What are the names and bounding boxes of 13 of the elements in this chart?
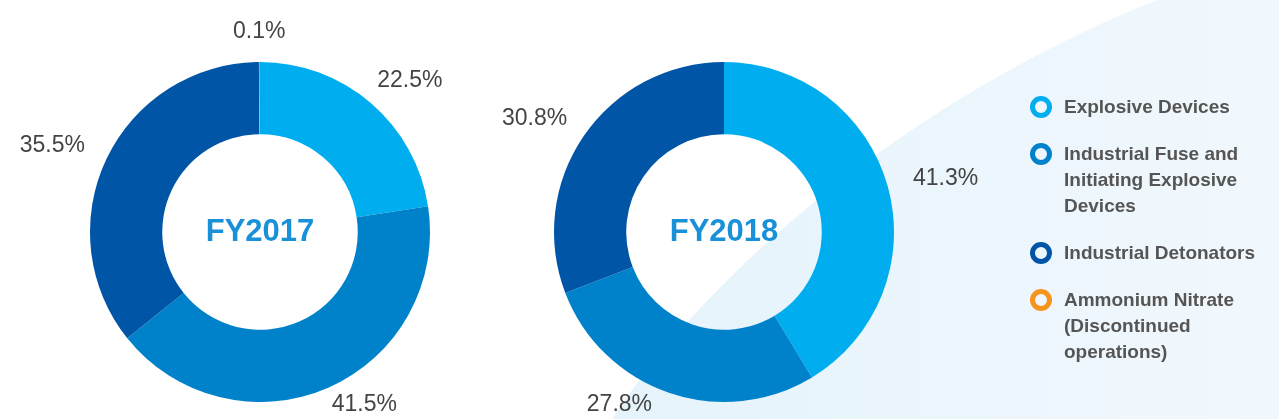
legend-label: Explosive Devices bbox=[1064, 95, 1230, 119]
data-label: 41.5% bbox=[331, 390, 397, 417]
data-label: 22.5% bbox=[377, 65, 443, 92]
data-label: 41.3% bbox=[912, 163, 979, 190]
slice-label: FY2017 bbox=[205, 212, 315, 248]
legend-label: Industrial Fuse and Initiating Explosive Devices bbox=[1064, 142, 1240, 218]
legend-label: Ammonium Nitrate (Discontinued operations) bbox=[1064, 288, 1235, 364]
slice-label: FY2018 bbox=[669, 212, 779, 248]
legend-label: Industrial Detonators bbox=[1064, 241, 1256, 265]
data-label: 0.1% bbox=[233, 17, 286, 44]
data-label: 30.8% bbox=[502, 104, 568, 131]
data-label: 35.5% bbox=[19, 131, 85, 158]
data-label: 27.8% bbox=[586, 390, 653, 417]
